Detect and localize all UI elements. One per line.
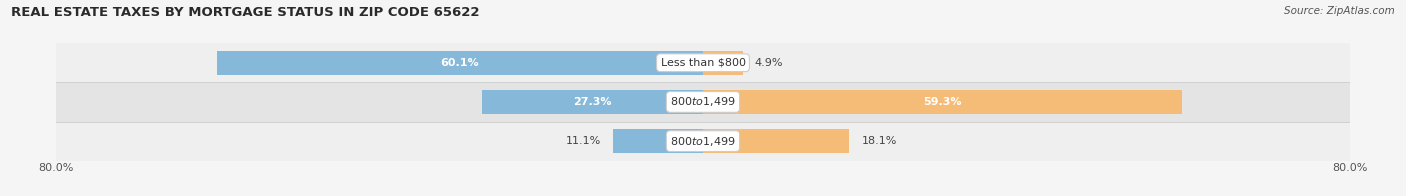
Bar bbox=[56, 122, 1350, 161]
Text: $800 to $1,499: $800 to $1,499 bbox=[671, 135, 735, 148]
Text: 60.1%: 60.1% bbox=[440, 58, 479, 68]
Bar bbox=[56, 82, 1350, 122]
Text: Source: ZipAtlas.com: Source: ZipAtlas.com bbox=[1284, 6, 1395, 16]
Bar bbox=[217, 51, 703, 75]
Text: 59.3%: 59.3% bbox=[924, 97, 962, 107]
Text: 27.3%: 27.3% bbox=[574, 97, 612, 107]
Bar bbox=[482, 90, 703, 114]
Bar bbox=[703, 129, 849, 153]
Text: $800 to $1,499: $800 to $1,499 bbox=[671, 95, 735, 108]
Bar bbox=[613, 129, 703, 153]
Text: 18.1%: 18.1% bbox=[862, 136, 897, 146]
Bar bbox=[703, 51, 742, 75]
Bar bbox=[56, 43, 1350, 82]
Text: Less than $800: Less than $800 bbox=[661, 58, 745, 68]
Text: 11.1%: 11.1% bbox=[565, 136, 602, 146]
Text: 4.9%: 4.9% bbox=[755, 58, 783, 68]
Bar bbox=[703, 90, 1182, 114]
Text: REAL ESTATE TAXES BY MORTGAGE STATUS IN ZIP CODE 65622: REAL ESTATE TAXES BY MORTGAGE STATUS IN … bbox=[11, 6, 479, 19]
